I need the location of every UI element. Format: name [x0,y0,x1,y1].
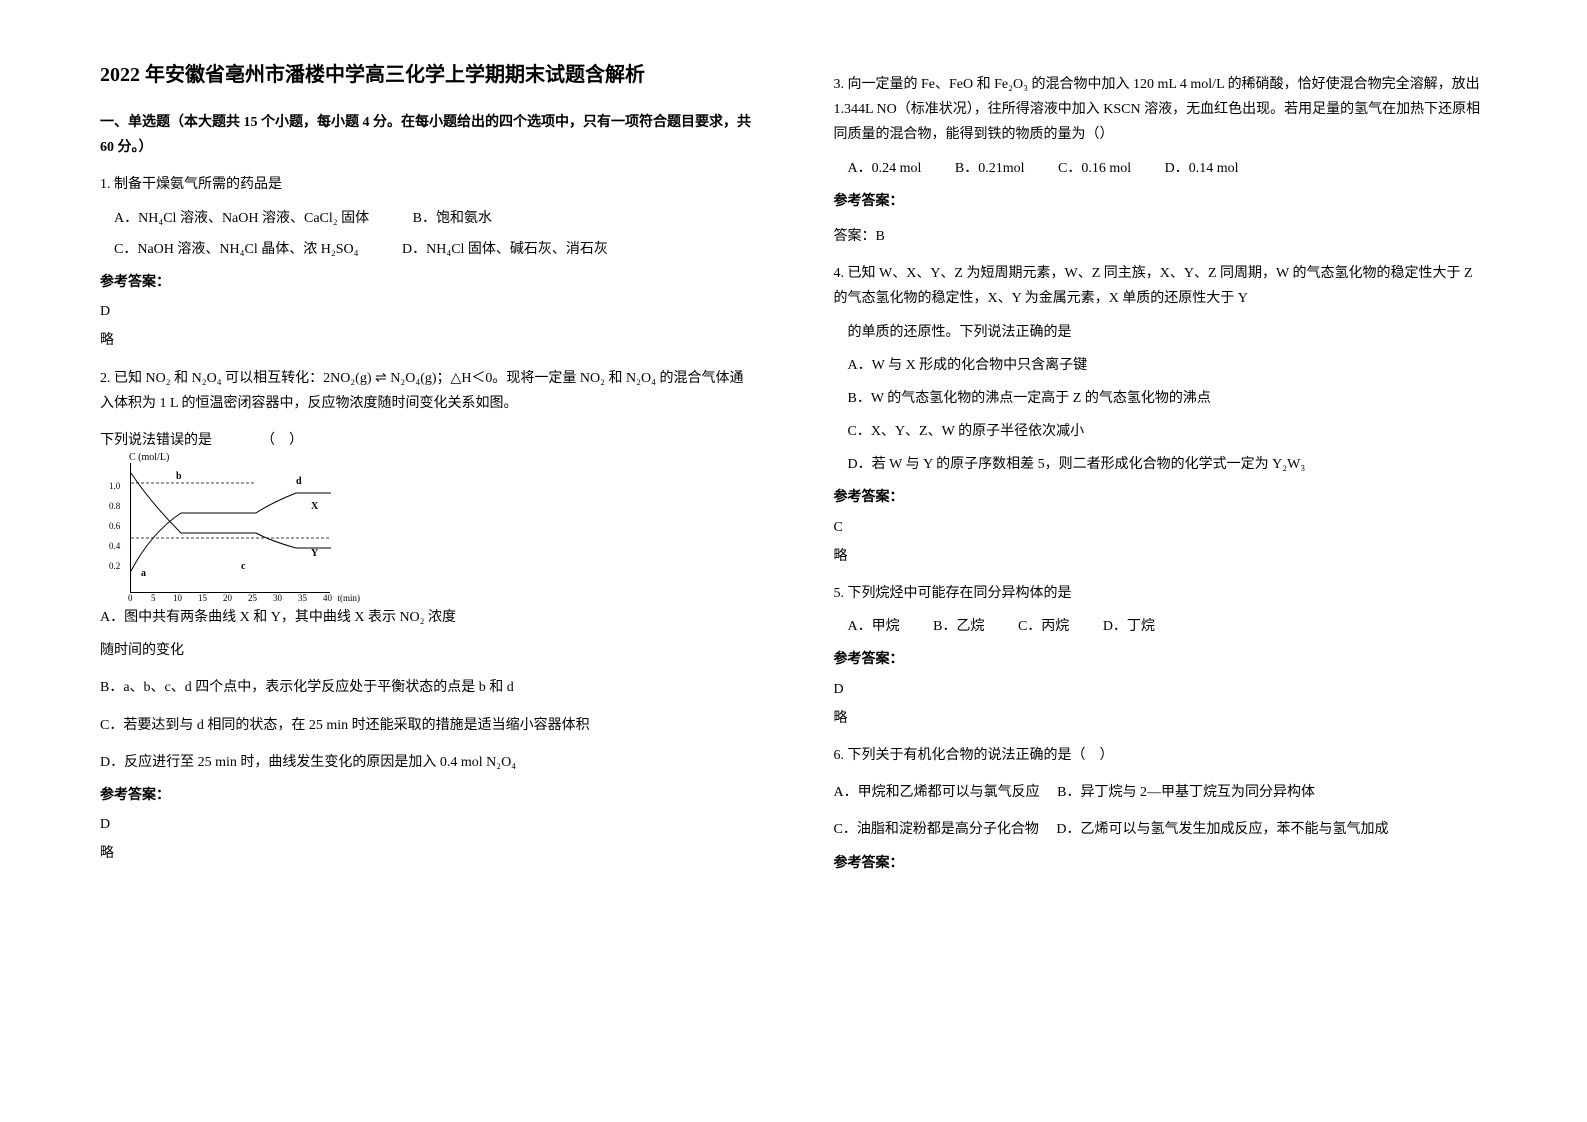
q5-answer-label: 参考答案： [834,647,1488,672]
q1-optB: B．饱和氨水 [413,206,492,231]
chart-point-X: X [311,498,318,516]
q1-note: 略 [100,328,754,353]
q4-answer: C [834,515,1488,540]
q4-optC: C．X、Y、Z、W 的原子半径依次减小 [834,419,1488,444]
q2-chart: C (mol/L) 1.0 0.8 0.6 0.4 0.2 0 5 10 15 … [130,463,330,593]
q3-optB: B．0.21mol [955,156,1025,181]
q5-optA: A．甲烷 [848,614,900,639]
q5-optC: C．丙烷 [1018,614,1069,639]
q2-optD: D．反应进行至 25 min 时，曲线发生变化的原因是加入 0.4 mol N₂… [100,750,754,775]
section-heading: 一、单选题（本大题共 15 个小题，每小题 4 分。在每小题给出的四个选项中，只… [100,110,754,160]
chart-point-b: b [176,468,182,486]
right-column: 3. 向一定量的 Fe、FeO 和 Fe₂O₃ 的混合物中加入 120 mL 4… [834,60,1488,1062]
q1-stem: 1. 制备干燥氨气所需的药品是 [100,172,754,197]
ytick-1: 1.0 [109,478,120,494]
q5-optD: D．丁烷 [1103,614,1155,639]
q6-answer-label: 参考答案： [834,851,1488,876]
q6-row2: C．油脂和淀粉都是高分子化合物 D．乙烯可以与氢气发生加成反应，苯不能与氢气加成 [834,817,1488,842]
ytick-04: 0.4 [109,538,120,554]
q6-optA: A．甲烷和乙烯都可以与氯气反应 [834,785,1040,800]
q5-answer: D [834,677,1488,702]
q6-stem: 6. 下列关于有机化合物的说法正确的是（ ） [834,743,1488,768]
q3-answer: 答案：B [834,224,1488,249]
q2-optA-cont: 随时间的变化 [100,638,754,663]
q5-options: A．甲烷 B．乙烷 C．丙烷 D．丁烷 [834,614,1488,639]
q6-optC: C．油脂和淀粉都是高分子化合物 [834,822,1039,837]
q4-stem2: 的单质的还原性。下列说法正确的是 [834,320,1488,345]
q2-answer-label: 参考答案： [100,783,754,808]
q4-note: 略 [834,544,1488,569]
q4-answer-label: 参考答案： [834,485,1488,510]
q1-optA: A．NH₄Cl 溶液、NaOH 溶液、CaCl₂ 固体 [114,206,369,231]
q4-optD: D．若 W 与 Y 的原子序数相差 5，则二者形成化合物的化学式一定为 Y₂W₃ [834,452,1488,477]
q3-options: A．0.24 mol B．0.21mol C．0.16 mol D．0.14 m… [834,156,1488,181]
q2-optB: B．a、b、c、d 四个点中，表示化学反应处于平衡状态的点是 b 和 d [100,675,754,700]
exam-title: 2022 年安徽省亳州市潘楼中学高三化学上学期期末试题含解析 [100,60,754,90]
q3-optC: C．0.16 mol [1058,156,1131,181]
q3-stem: 3. 向一定量的 Fe、FeO 和 Fe₂O₃ 的混合物中加入 120 mL 4… [834,72,1488,148]
q4-optB: B．W 的气态氢化物的沸点一定高于 Z 的气态氢化物的沸点 [834,386,1488,411]
q1-options-row2: C．NaOH 溶液、NH₄Cl 晶体、浓 H₂SO₄ D．NH₄Cl 固体、碱石… [100,237,754,262]
ytick-08: 0.8 [109,498,120,514]
q5-optB: B．乙烷 [933,614,984,639]
q2-optA: A．图中共有两条曲线 X 和 Y，其中曲线 X 表示 NO₂ 浓度 [100,605,754,630]
chart-point-d: d [296,473,302,491]
q4-optA: A．W 与 X 形成的化合物中只含离子键 [834,353,1488,378]
chart-point-a: a [141,565,146,583]
q6-optD: D．乙烯可以与氢气发生加成反应，苯不能与氢气加成 [1056,822,1388,837]
q6-row1: A．甲烷和乙烯都可以与氯气反应 B．异丁烷与 2—甲基丁烷互为同分异构体 [834,780,1488,805]
q1-optC: C．NaOH 溶液、NH₄Cl 晶体、浓 H₂SO₄ [114,237,358,262]
q6-optB: B．异丁烷与 2—甲基丁烷互为同分异构体 [1057,785,1315,800]
q1-optD: D．NH₄Cl 固体、碱石灰、消石灰 [402,237,608,262]
chart-point-c: c [241,558,245,576]
chart-point-Y: Y [311,545,318,563]
q3-answer-label: 参考答案： [834,189,1488,214]
q2-substem: 下列说法错误的是 （ ） [100,428,754,453]
q5-stem: 5. 下列烷烃中可能存在同分异构体的是 [834,581,1488,606]
q2-note: 略 [100,841,754,866]
q1-answer-label: 参考答案： [100,270,754,295]
q5-note: 略 [834,706,1488,731]
q3-optD: D．0.14 mol [1165,156,1239,181]
ytick-02: 0.2 [109,558,120,574]
left-column: 2022 年安徽省亳州市潘楼中学高三化学上学期期末试题含解析 一、单选题（本大题… [100,60,754,1062]
q1-options-row1: A．NH₄Cl 溶液、NaOH 溶液、CaCl₂ 固体 B．饱和氨水 [100,206,754,231]
q4-stem: 4. 已知 W、X、Y、Z 为短周期元素，W、Z 同主族，X、Y、Z 同周期，W… [834,261,1488,311]
chart-xlabel: t(min) [338,590,361,606]
q3-optA: A．0.24 mol [848,156,922,181]
q1-answer: D [100,299,754,324]
q2-answer: D [100,812,754,837]
q2-optC: C．若要达到与 d 相同的状态，在 25 min 时还能采取的措施是适当缩小容器… [100,713,754,738]
q2-stem: 2. 已知 NO₂ 和 N₂O₄ 可以相互转化：2NO₂(g) ⇌ N₂O₄(g… [100,366,754,416]
ytick-06: 0.6 [109,518,120,534]
